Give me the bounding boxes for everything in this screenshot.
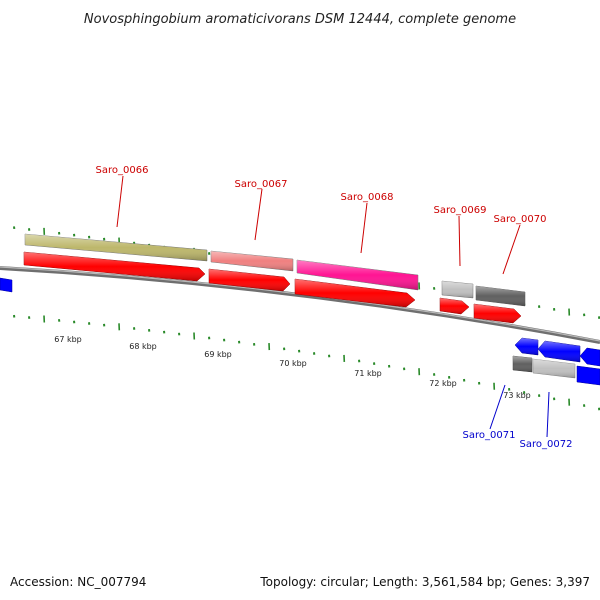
cog-bar-saro-0071[interactable] — [512, 355, 533, 373]
scale-label-73kbp: 73 kbp — [503, 391, 531, 400]
gene-label-saro-0072[interactable]: Saro_0072 — [520, 439, 573, 450]
gene-label-saro-0066[interactable]: Saro_0066 — [96, 165, 149, 176]
leader-line-saro-0072 — [546, 391, 550, 438]
cds-arrow-reverse-right-edge-bottom[interactable] — [576, 365, 600, 386]
gene-label-saro-0071[interactable]: Saro_0071 — [463, 430, 516, 441]
cog-bar-saro-0070[interactable] — [475, 285, 526, 307]
cog-bar-saro-0067[interactable] — [210, 250, 294, 272]
cds-arrow-saro-0066[interactable] — [23, 251, 206, 282]
cds-arrow-saro-0070[interactable] — [473, 303, 522, 324]
scale-label-67kbp: 67 kbp — [54, 335, 82, 344]
cds-arrow-reverse-right-edge-top[interactable] — [579, 347, 600, 367]
cog-bar-saro-0066[interactable] — [24, 233, 208, 262]
accession-label: Accession: NC_007794 — [10, 575, 146, 589]
map-title: Novosphingobium aromaticivorans DSM 1244… — [84, 12, 516, 27]
cog-bar-saro-0069[interactable] — [441, 280, 474, 299]
scale-label-69kbp: 69 kbp — [204, 350, 232, 359]
gene-label-saro-0068[interactable]: Saro_0068 — [341, 192, 394, 203]
cds-arrow-saro-0071[interactable] — [514, 337, 539, 356]
cds-arrow-saro-0067[interactable] — [208, 268, 291, 292]
forward-leader-lines — [116, 175, 521, 275]
lower-tick-row — [13, 314, 600, 411]
leader-line-saro-0068 — [360, 202, 368, 254]
cog-bar-saro-0068[interactable] — [296, 259, 419, 291]
leader-line-saro-0066 — [116, 175, 124, 228]
scale-label-71kbp: 71 kbp — [354, 369, 382, 378]
scale-label-70kbp: 70 kbp — [279, 359, 307, 368]
leader-line-saro-0070 — [502, 224, 521, 275]
cog-bar-saro-0072[interactable] — [532, 358, 576, 379]
leader-line-saro-0071 — [489, 384, 506, 430]
gene-label-saro-0067[interactable]: Saro_0067 — [235, 179, 288, 190]
reverse-leader-lines — [489, 384, 550, 438]
cds-arrow-saro-0069[interactable] — [439, 297, 470, 315]
genome-summary: Topology: circular; Length: 3,561,584 bp… — [259, 575, 590, 589]
scale-label-72kbp: 72 kbp — [429, 379, 457, 388]
cds-arrow-saro-0072[interactable] — [537, 340, 581, 363]
scale-label-68kbp: 68 kbp — [129, 342, 157, 351]
leader-line-saro-0067 — [254, 188, 263, 241]
cds-arrow-reverse-left-edge[interactable] — [0, 277, 13, 293]
gene-label-saro-0070[interactable]: Saro_0070 — [494, 214, 547, 225]
genome-backbone — [0, 266, 600, 344]
gene-label-saro-0069[interactable]: Saro_0069 — [434, 205, 487, 216]
cds-arrow-saro-0068[interactable] — [294, 278, 416, 308]
leader-line-saro-0069 — [458, 215, 461, 267]
